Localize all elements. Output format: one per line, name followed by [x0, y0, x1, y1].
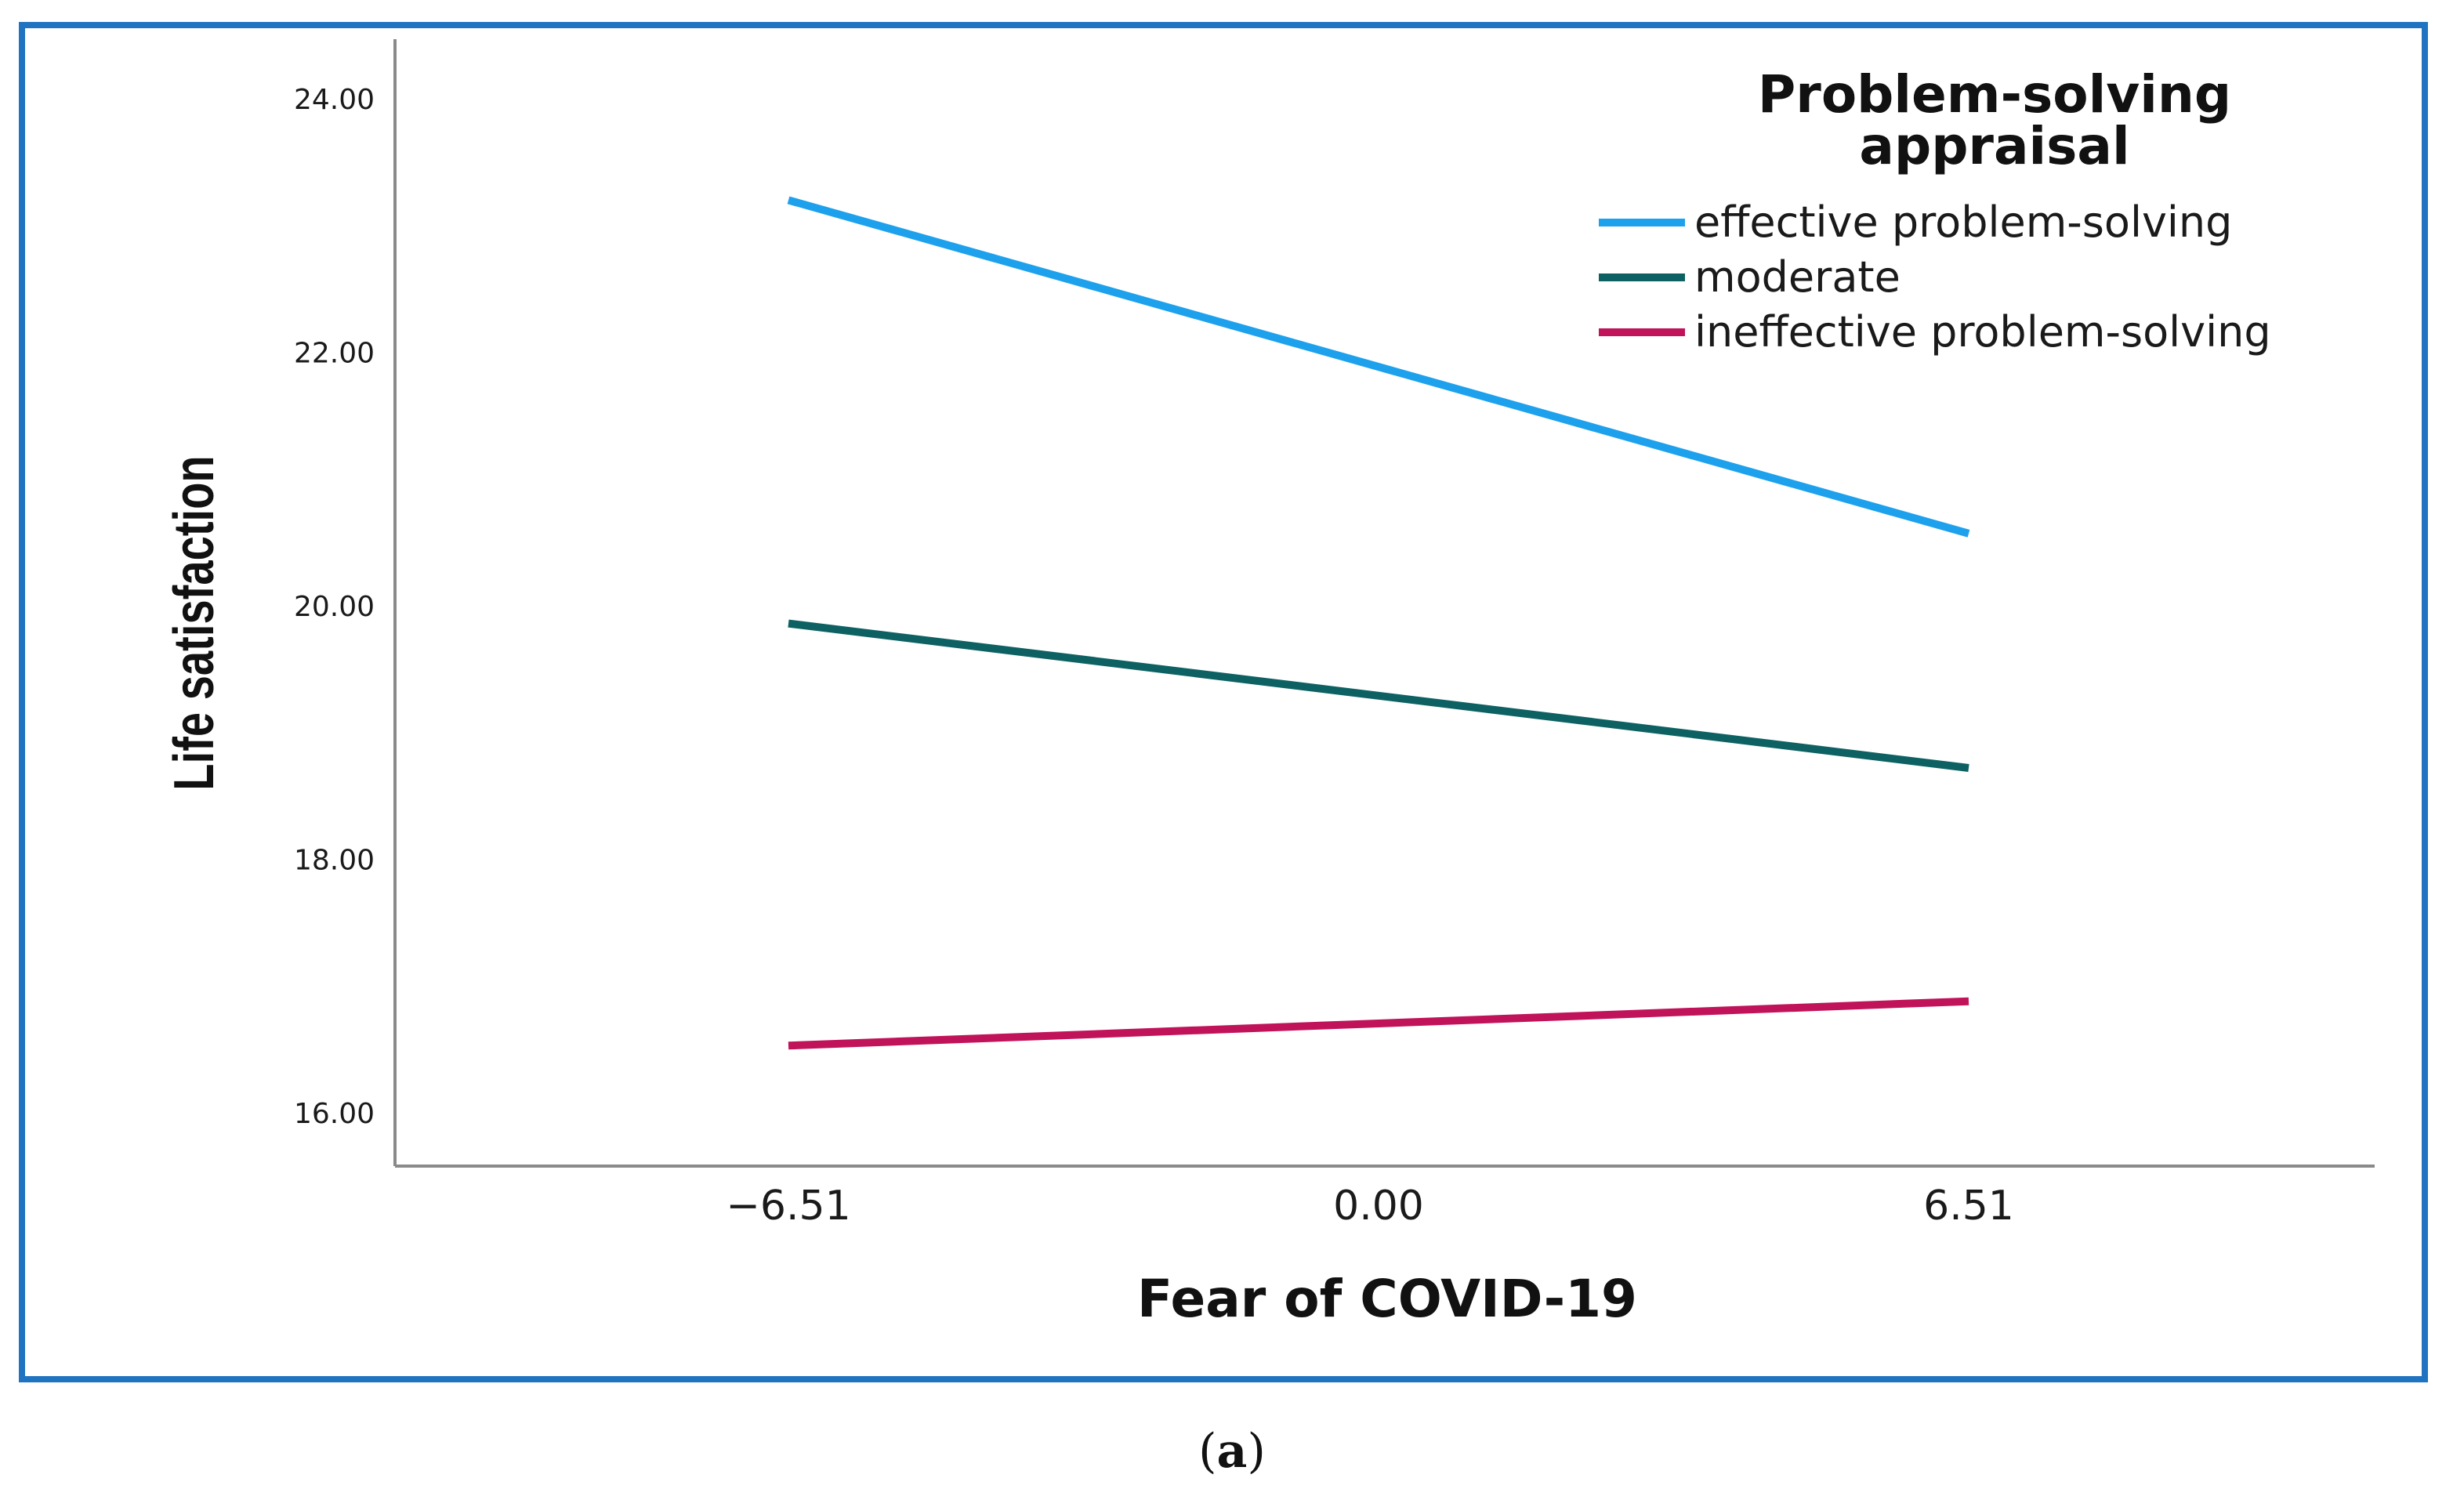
y-tick-labels: 16.00 18.00 20.00 22.00 24.00	[294, 84, 375, 1130]
x-tick-label: −6.51	[726, 1183, 850, 1230]
legend-label: effective problem-solving	[1694, 197, 2232, 247]
x-tick-label: 6.51	[1923, 1183, 2014, 1230]
y-tick-label: 16.00	[294, 1098, 375, 1130]
legend-label: moderate	[1694, 252, 1901, 302]
legend: Problem-solving appraisal effective prob…	[1599, 64, 2271, 357]
legend-title-line-1: Problem-solving	[1758, 64, 2231, 125]
series-line-moderate	[788, 619, 1969, 772]
legend-items: effective problem-solvingmoderateineffec…	[1599, 197, 2271, 357]
y-tick-label: 18.00	[294, 845, 375, 877]
legend-label: ineffective problem-solving	[1694, 307, 2271, 357]
x-tick-labels: −6.51 0.00 6.51	[726, 1183, 2014, 1230]
series-line-ineffective-problem-solving	[788, 997, 1969, 1050]
series-line-effective-problem-solving	[787, 196, 1970, 538]
figure-frame	[19, 22, 2428, 1382]
x-tick-label: 0.00	[1333, 1183, 1424, 1230]
series-lines	[787, 196, 1970, 1050]
y-tick-label: 20.00	[294, 591, 375, 623]
y-axis-title: Life satisfaction	[162, 455, 225, 790]
legend-title-line-2: appraisal	[1859, 116, 2129, 176]
y-tick-label: 22.00	[294, 338, 375, 370]
y-tick-label: 24.00	[294, 84, 375, 116]
figure-label: a	[1217, 1424, 1248, 1479]
x-axis-title: Fear of COVID-19	[1137, 1269, 1637, 1329]
figure-caption: (a)	[1198, 1424, 1266, 1479]
